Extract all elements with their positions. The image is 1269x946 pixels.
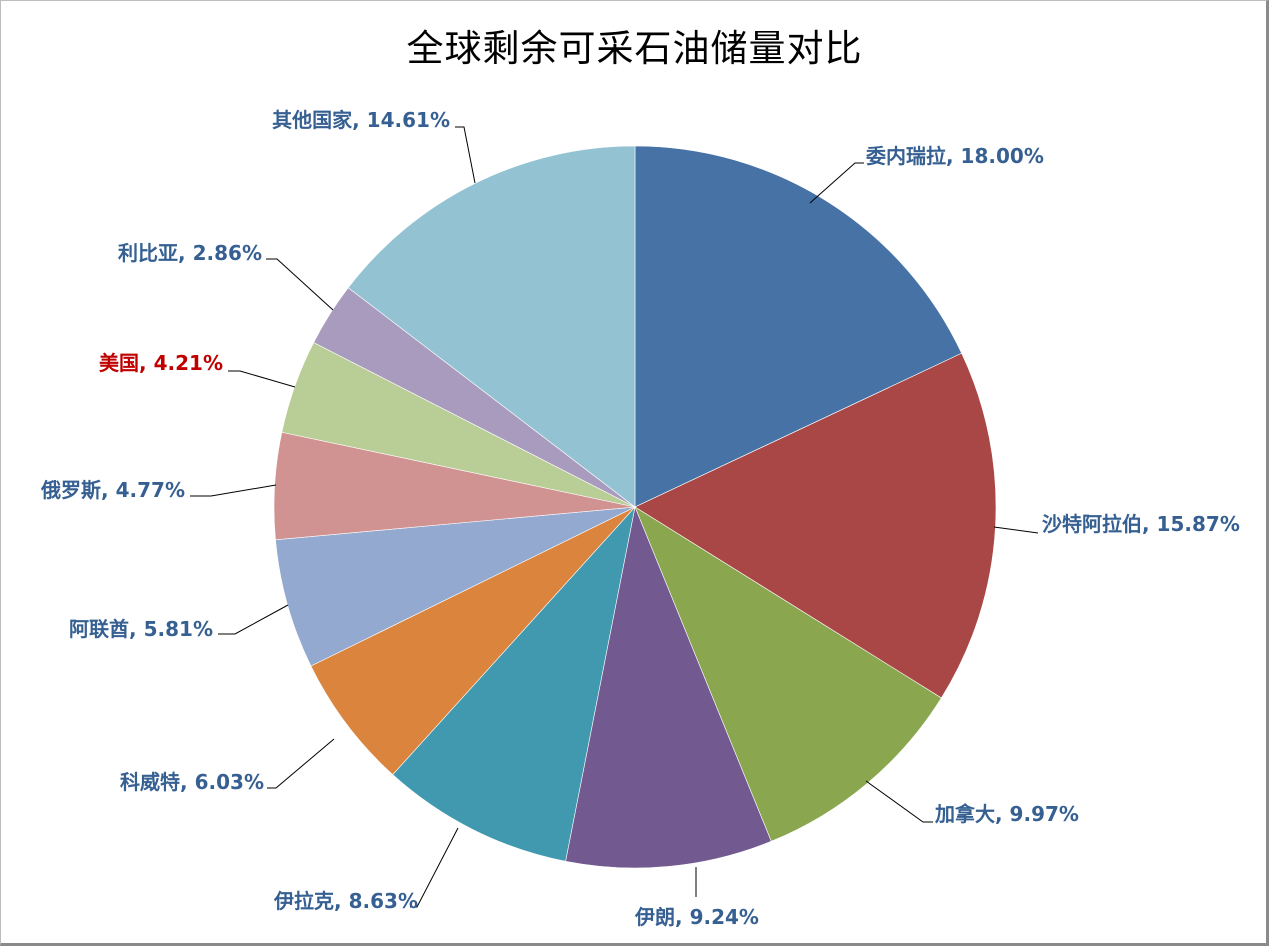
data-label: 利比亚, 2.86% — [118, 241, 262, 265]
pie-slice-5 — [310, 506, 636, 776]
leader-lines — [190, 126, 1039, 908]
data-label: 加拿大, 9.97% — [934, 802, 1079, 826]
pie-slice-1 — [634, 352, 997, 699]
leader-line — [218, 604, 289, 635]
leader-line — [993, 526, 1039, 534]
leader-line — [228, 370, 296, 388]
data-labels: 委内瑞拉, 18.00% 沙特阿拉伯, 15.87% 加拿大, 9.97% 伊朗, 9… — [40, 108, 1240, 929]
pie-slice-10 — [347, 145, 636, 508]
pie-slices — [273, 145, 997, 869]
leader-line — [809, 162, 864, 204]
data-label: 其他国家, 14.61% — [272, 108, 450, 132]
pie-slice-4 — [392, 505, 636, 862]
chart-title: 全球剩余可采石油储量对比 — [406, 27, 863, 70]
data-label: 阿联酋, 5.81% — [69, 617, 213, 641]
leader-line — [267, 738, 335, 789]
data-label: 沙特阿拉伯, 15.87% — [1042, 512, 1240, 536]
data-label: 伊朗, 9.24% — [634, 905, 759, 929]
data-label: 俄罗斯, 4.77% — [40, 478, 185, 502]
pie-slice-6 — [275, 506, 636, 667]
data-label: 科威特, 6.03% — [120, 770, 264, 794]
data-label: 委内瑞拉, 18.00% — [865, 144, 1044, 168]
leader-line — [410, 827, 459, 908]
leader-line — [190, 484, 277, 497]
data-label: 伊拉克, 8.63% — [273, 889, 418, 913]
pie-slice-2 — [634, 506, 942, 842]
leader-line — [455, 126, 476, 184]
data-label: 美国, 4.21% — [99, 351, 223, 375]
pie-slice-0 — [634, 145, 963, 508]
leader-line — [865, 780, 933, 823]
pie-slice-3 — [565, 505, 772, 869]
leader-line — [266, 258, 334, 311]
